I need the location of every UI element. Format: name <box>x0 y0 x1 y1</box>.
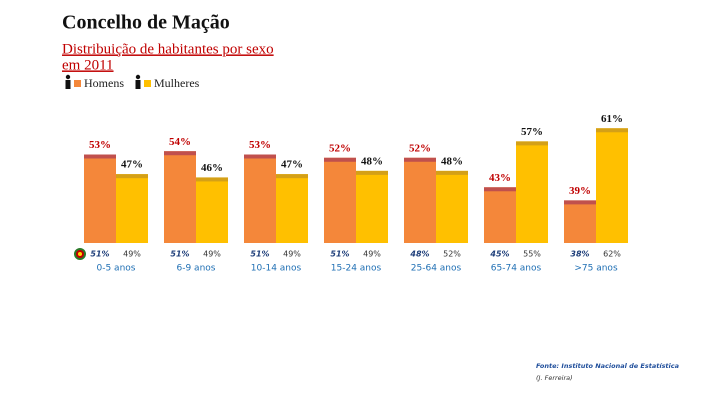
reference-label: 51% <box>170 250 189 259</box>
value-label: 47% <box>281 159 303 171</box>
value-label: 52% <box>409 142 431 154</box>
bar-cap <box>244 154 276 159</box>
legend-icon <box>65 74 71 80</box>
x-tick-label: 15-24 anos <box>331 264 382 274</box>
bar-cap <box>564 200 596 205</box>
bar <box>84 154 116 243</box>
reference-label: 62% <box>603 250 621 259</box>
bar-cap <box>484 187 516 192</box>
x-tick-label: 6-9 anos <box>177 264 216 274</box>
x-tick-label: >75 anos <box>574 264 618 274</box>
value-label: 43% <box>489 172 511 184</box>
bar <box>484 187 516 243</box>
legend-icon <box>65 80 71 89</box>
value-label: 48% <box>361 155 383 167</box>
author: (J. Ferreira) <box>536 374 573 382</box>
value-label: 54% <box>169 136 191 148</box>
bar-cap <box>516 141 548 146</box>
bar-cap <box>356 170 388 175</box>
reference-label: 51% <box>250 250 269 259</box>
bar-cap <box>116 174 148 179</box>
reference-label: 49% <box>123 250 141 259</box>
reference-label: 52% <box>443 250 461 259</box>
bar-cap <box>196 177 228 182</box>
value-label: 52% <box>329 142 351 154</box>
reference-label: 48% <box>409 250 429 259</box>
legend-icon <box>135 74 141 80</box>
value-label: 61% <box>601 113 623 125</box>
value-label: 46% <box>201 162 223 174</box>
bar <box>324 157 356 243</box>
reference-label: 45% <box>489 250 509 259</box>
chart-subtitle: em 2011 <box>62 57 114 73</box>
bar-cap <box>436 170 468 175</box>
reference-label: 49% <box>363 250 381 259</box>
flag-icon <box>74 248 86 260</box>
bar <box>516 141 548 243</box>
legend-label: Homens <box>84 76 124 90</box>
value-label: 39% <box>569 185 591 197</box>
bar-cap <box>164 151 196 156</box>
x-tick-label: 0-5 anos <box>97 264 136 274</box>
legend-icon <box>135 80 141 89</box>
reference-label: 55% <box>523 250 541 259</box>
bar <box>564 200 596 243</box>
value-label: 57% <box>521 126 543 138</box>
bar-cap <box>276 174 308 179</box>
reference-label: 38% <box>570 250 589 259</box>
bar-cap <box>404 157 436 162</box>
bar <box>596 128 628 243</box>
value-label: 47% <box>121 159 143 171</box>
reference-label: 49% <box>283 250 301 259</box>
bar <box>196 177 228 243</box>
bar-cap <box>324 157 356 162</box>
bar <box>116 174 148 243</box>
chart-subtitle: Distribuição de habitantes por sexo <box>62 41 274 57</box>
bar <box>436 170 468 243</box>
bar <box>244 154 276 243</box>
x-tick-label: 25-64 anos <box>411 264 462 274</box>
reference-label: 49% <box>203 250 221 259</box>
value-label: 48% <box>441 155 463 167</box>
bar-cap <box>596 128 628 133</box>
value-label: 53% <box>89 139 111 151</box>
value-label: 53% <box>249 139 271 151</box>
reference-label: 51% <box>330 250 349 259</box>
bar <box>404 157 436 243</box>
legend-swatch <box>144 80 151 87</box>
x-tick-label: 10-14 anos <box>251 264 302 274</box>
legend-label: Mulheres <box>154 76 200 90</box>
reference-label: 51% <box>90 250 109 259</box>
bar-cap <box>84 154 116 159</box>
x-tick-label: 65-74 anos <box>491 264 542 274</box>
bar <box>276 174 308 243</box>
source: Fonte: Instituto Nacional de Estatística <box>536 362 679 370</box>
chart-title: Concelho de Mação <box>62 12 230 34</box>
legend-swatch <box>74 80 81 87</box>
bar <box>356 170 388 243</box>
bar <box>164 151 196 243</box>
